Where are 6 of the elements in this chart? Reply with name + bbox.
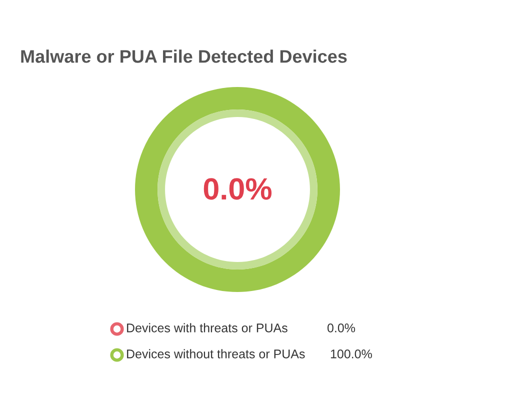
legend-label: Devices without threats or PUAs bbox=[127, 349, 305, 358]
data-label: 100.0% bbox=[330, 350, 372, 358]
legend-label: Devices with threats or PUAs bbox=[127, 323, 288, 332]
text: 0.0% bbox=[327, 324, 356, 332]
text: 0.0% bbox=[204, 178, 272, 200]
chart-title: Malware or PUA File Detected Devices bbox=[21, 50, 347, 63]
